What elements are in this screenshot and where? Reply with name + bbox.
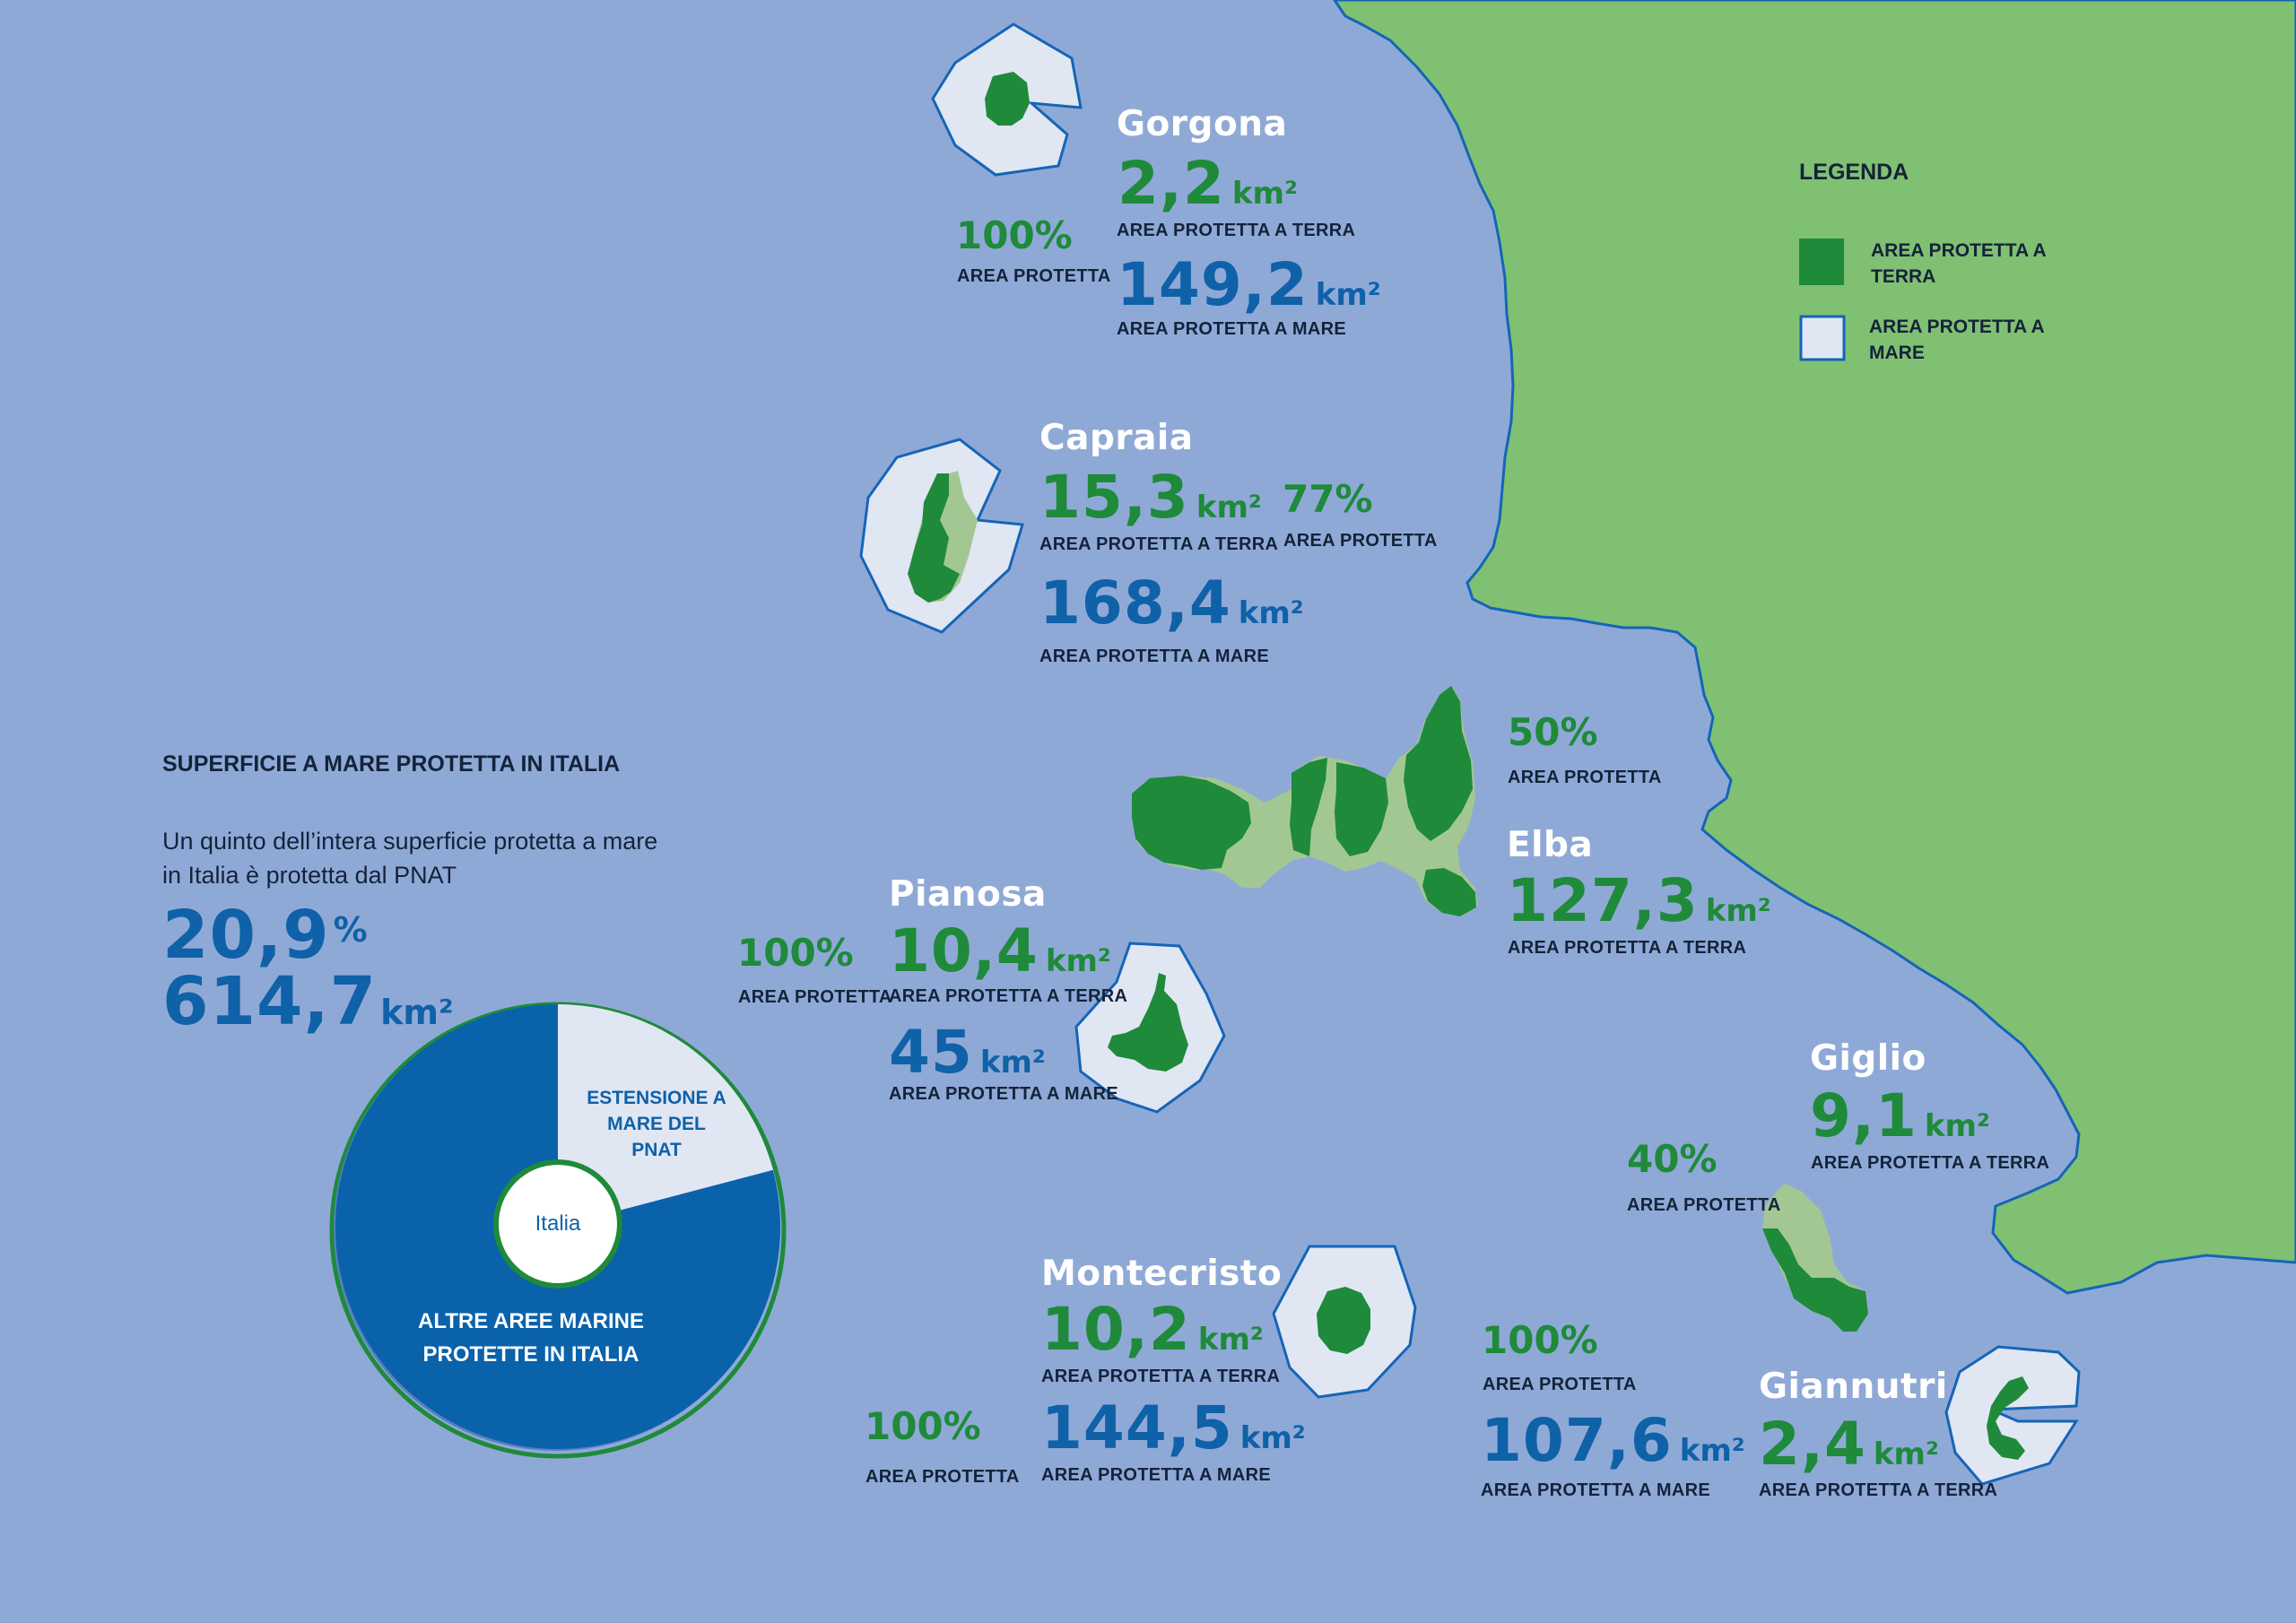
legend-label-sea: AREA PROTETTA A MARE: [1869, 317, 2044, 363]
legend-swatch-sea: [1799, 315, 1846, 361]
montecristo-sea-caption: AREA PROTETTA A MARE: [1041, 1465, 1271, 1485]
giannutri-sea-caption: AREA PROTETTA A MARE: [1481, 1480, 1710, 1500]
montecristo-land: [1317, 1287, 1370, 1354]
gorgona-percent-caption: AREA PROTETTA: [957, 266, 1111, 286]
elba-land-caption: AREA PROTETTA A TERRA: [1508, 938, 1747, 958]
pianosa-land-value: 10,4 km²: [889, 916, 1111, 985]
giglio-land: [1762, 1228, 1868, 1332]
giglio-percent-caption: AREA PROTETTA: [1627, 1195, 1781, 1215]
italy-panel-title: SUPERFICIE A MARE PROTETTA IN ITALIA: [162, 751, 621, 777]
pianosa-percent-caption: AREA PROTETTA: [738, 987, 892, 1007]
capraia-land-caption: AREA PROTETTA A TERRA: [1039, 534, 1279, 554]
capraia-name: Capraia: [1039, 418, 1194, 458]
capraia-percent-caption: AREA PROTETTA: [1283, 531, 1438, 551]
giannutri-percent: 100%: [1482, 1318, 1598, 1362]
gorgona-sea-caption: AREA PROTETTA A MARE: [1117, 319, 1346, 339]
italy-area-value: 614,7 km²: [162, 963, 454, 1040]
montecristo-percent-caption: AREA PROTETTA: [865, 1467, 1020, 1487]
legend-swatch-land: [1799, 239, 1844, 285]
giannutri-sea-area: [1944, 1345, 2081, 1486]
elba-land-value: 127,3 km²: [1507, 866, 1771, 935]
elba-land-east: [1404, 686, 1473, 841]
capraia-percent: 77%: [1283, 477, 1373, 521]
legend-label-land: AREA PROTETTA A TERRA: [1871, 240, 2046, 287]
giannutri-name: Giannutri: [1759, 1367, 1948, 1407]
montecristo-land-value: 10,2 km²: [1041, 1295, 1264, 1364]
pie-slice-pnat: [558, 1004, 773, 1227]
giannutri-land-caption: AREA PROTETTA A TERRA: [1759, 1480, 1998, 1500]
pianosa-land: [1108, 973, 1188, 1072]
gorgona-land-caption: AREA PROTETTA A TERRA: [1117, 221, 1356, 240]
pie-center-disc: [499, 1165, 617, 1283]
pie-chart: [329, 1002, 787, 1459]
gorgona-name: Gorgona: [1117, 104, 1288, 144]
pianosa-sea-value: 45 km²: [889, 1018, 1046, 1087]
capraia-land-value: 15,3 km²: [1039, 463, 1262, 532]
montecristo-land-caption: AREA PROTETTA A TERRA: [1041, 1367, 1281, 1386]
elba-percent: 50%: [1508, 710, 1598, 754]
gorgona-land: [985, 72, 1030, 126]
capraia-sea-caption: AREA PROTETTA A MARE: [1039, 647, 1269, 666]
elba-land-south: [1422, 868, 1476, 916]
giglio-land-caption: AREA PROTETTA A TERRA: [1811, 1153, 2050, 1173]
mainland-tuscany: [1333, 0, 2296, 1295]
giglio-land-value: 9,1 km²: [1810, 1081, 1990, 1150]
elba-percent-caption: AREA PROTETTA: [1508, 768, 1662, 787]
gorgona-land-value: 2,2 km²: [1118, 149, 1298, 218]
elba-land-west: [1132, 776, 1251, 870]
pie-label-other: ALTRE AREE MARINE PROTETTE IN ITALIA: [418, 1309, 644, 1367]
giannutri-land: [1987, 1376, 2029, 1460]
pie-label-pnat: ESTENSIONE A MARE DEL PNAT: [587, 1088, 726, 1160]
elba-land-center2: [1335, 762, 1388, 856]
pianosa-percent: 100%: [737, 931, 854, 975]
pianosa-sea-caption: AREA PROTETTA A MARE: [889, 1084, 1118, 1104]
giannutri-percent-caption: AREA PROTETTA: [1483, 1375, 1637, 1394]
gorgona-sea-value: 149,2 km²: [1117, 250, 1381, 319]
giannutri-sea-value: 107,6 km²: [1481, 1406, 1745, 1475]
capraia-land: [908, 473, 960, 603]
giglio-name: Giglio: [1810, 1038, 1926, 1079]
giannutri-land-value: 2,4 km²: [1759, 1410, 1939, 1479]
pie-center-label: Italia: [535, 1211, 581, 1236]
giglio-percent: 40%: [1627, 1137, 1718, 1181]
pianosa-name: Pianosa: [889, 874, 1047, 915]
legend-title: LEGENDA: [1799, 160, 1909, 185]
elba-land-center: [1290, 758, 1327, 856]
montecristo-name: Montecristo: [1041, 1254, 1283, 1294]
italy-panel-description: Un quinto dell’intera superficie protett…: [162, 828, 658, 889]
gorgona-percent: 100%: [956, 213, 1073, 257]
italy-percent-value: 20,9%: [162, 897, 368, 974]
montecristo-sea-value: 144,5 km²: [1041, 1393, 1306, 1462]
elba-name: Elba: [1507, 825, 1594, 865]
montecristo-percent: 100%: [865, 1404, 981, 1448]
capraia-sea-value: 168,4 km²: [1039, 568, 1304, 638]
pianosa-land-caption: AREA PROTETTA A TERRA: [889, 986, 1128, 1006]
